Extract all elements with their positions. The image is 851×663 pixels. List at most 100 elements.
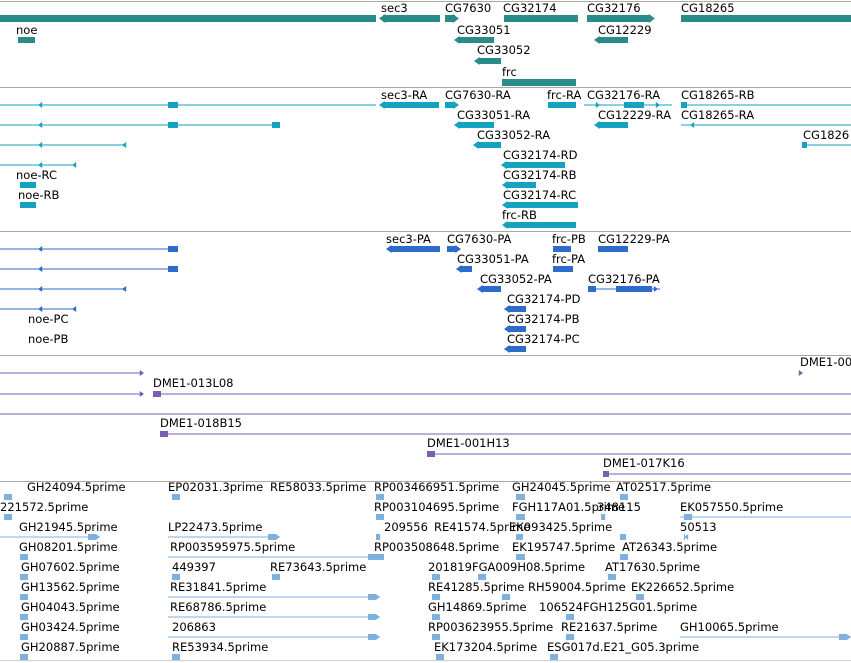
feature-block[interactable] xyxy=(506,222,576,228)
transcripts-feature-label[interactable]: CG33051-RA xyxy=(457,108,531,122)
genes-feature-label[interactable]: CG33051 xyxy=(457,23,511,37)
feature-block[interactable] xyxy=(516,494,525,500)
clones-feature-label[interactable]: DME1-018B15 xyxy=(160,416,242,430)
transcripts-feature-label[interactable]: CG32174-RC xyxy=(503,188,577,202)
ests-feature-label[interactable]: GH14869.5prime xyxy=(428,600,527,614)
proteins-feature-label[interactable]: CG33051-PA xyxy=(457,252,529,266)
ests-feature-label[interactable]: FGH117A01.5prime xyxy=(512,500,626,514)
transcripts-feature-label[interactable]: CG18265-RA xyxy=(681,108,755,122)
feature-block[interactable] xyxy=(588,286,596,292)
feature-block[interactable] xyxy=(88,534,96,540)
feature-block[interactable] xyxy=(681,102,687,108)
feature-block[interactable] xyxy=(624,102,644,108)
feature-block[interactable] xyxy=(598,246,628,252)
ests-feature-label[interactable]: RP003595975.5prime xyxy=(170,540,296,554)
transcripts-feature-label[interactable]: CG7630-RA xyxy=(445,88,511,102)
transcripts-feature-label[interactable]: CG32174-RD xyxy=(503,148,578,162)
proteins-feature-label[interactable]: CG32176-PA xyxy=(588,272,660,286)
feature-block[interactable] xyxy=(18,37,35,43)
feature-block[interactable] xyxy=(598,122,628,128)
ests-feature-label[interactable]: GH08201.5prime xyxy=(19,540,118,554)
feature-block[interactable] xyxy=(447,246,457,252)
ests-feature-label[interactable]: LP22473.5prime xyxy=(168,520,263,534)
feature-block[interactable] xyxy=(505,162,565,168)
genes-feature-label[interactable]: CG18265 xyxy=(681,1,735,15)
feature-block[interactable] xyxy=(553,266,573,272)
feature-block[interactable] xyxy=(368,594,376,600)
feature-block[interactable] xyxy=(368,614,376,620)
ests-feature-label[interactable]: GH04043.5prime xyxy=(21,600,120,614)
ests-feature-label[interactable]: AT02517.5prime xyxy=(616,480,712,494)
feature-block[interactable] xyxy=(0,15,376,22)
ests-feature-label[interactable]: GH21945.5prime xyxy=(19,520,118,534)
feature-block[interactable] xyxy=(268,534,276,540)
genes-feature-label[interactable]: CG33052 xyxy=(477,43,531,57)
ests-feature-label[interactable]: GH13562.5prime xyxy=(21,580,120,594)
feature-block[interactable] xyxy=(460,266,472,272)
feature-block[interactable] xyxy=(272,122,280,128)
feature-block[interactable] xyxy=(598,37,628,43)
genes-feature-label[interactable]: CG12229 xyxy=(598,23,652,37)
feature-block[interactable] xyxy=(681,15,851,22)
genes-feature-label[interactable]: CG32174 xyxy=(503,1,557,15)
feature-block[interactable] xyxy=(445,15,455,22)
genes-feature-label[interactable]: frc xyxy=(502,65,517,79)
feature-block[interactable] xyxy=(477,142,501,148)
proteins-feature-label[interactable]: CG32174-PB xyxy=(507,312,580,326)
ests-feature-label[interactable]: EK173204.5prime xyxy=(434,640,538,654)
ests-feature-label[interactable]: 201819 xyxy=(428,560,472,574)
proteins-feature-label[interactable]: CG33052-PA xyxy=(480,272,552,286)
transcripts-feature-label[interactable]: CG32174-RB xyxy=(503,168,577,182)
proteins-feature-label[interactable]: noe-PB xyxy=(28,332,69,346)
genes-feature-label[interactable]: sec3 xyxy=(381,1,408,15)
ests-feature-label[interactable]: AT26343.5prime xyxy=(622,540,718,554)
ests-feature-label[interactable]: ESG017d.E21_G05.3prime xyxy=(547,640,700,654)
feature-block[interactable] xyxy=(168,266,178,272)
proteins-feature-label[interactable]: frc-PA xyxy=(552,252,586,266)
feature-block[interactable] xyxy=(368,634,376,640)
feature-block[interactable] xyxy=(20,202,36,208)
ests-feature-label[interactable]: EK226652.5prime xyxy=(631,580,735,594)
ests-feature-label[interactable]: 206863 xyxy=(172,620,216,634)
ests-feature-label[interactable]: 221572.5prime xyxy=(0,500,89,514)
ests-feature-label[interactable]: GH24045.5prime xyxy=(512,480,611,494)
feature-block[interactable] xyxy=(508,346,526,352)
feature-block[interactable] xyxy=(508,326,526,332)
ests-feature-label[interactable]: 449397 xyxy=(172,560,216,574)
feature-block[interactable] xyxy=(616,286,652,292)
proteins-feature-label[interactable]: frc-PB xyxy=(552,232,586,246)
feature-block[interactable] xyxy=(553,246,571,252)
clones-feature-label[interactable]: DME1-013L08 xyxy=(153,376,234,390)
ests-feature-label[interactable]: RE53934.5prime xyxy=(172,640,269,654)
ests-feature-label[interactable]: RP003466951.5prime xyxy=(374,480,500,494)
transcripts-feature-label[interactable]: CG33052-RA xyxy=(477,128,551,142)
ests-feature-label[interactable]: RH59004.5prime xyxy=(528,580,626,594)
ests-feature-label[interactable]: RE41574.5prime xyxy=(434,520,531,534)
ests-feature-label[interactable]: RE73643.5prime xyxy=(270,560,367,574)
feature-block[interactable] xyxy=(368,554,376,560)
ests-feature-label[interactable]: GH03424.5prime xyxy=(21,620,120,634)
feature-block[interactable] xyxy=(508,306,526,312)
transcripts-feature-label[interactable]: CG1826 xyxy=(803,128,850,142)
proteins-feature-label[interactable]: sec3-PA xyxy=(386,232,431,246)
feature-block[interactable] xyxy=(603,471,609,477)
ests-feature-label[interactable]: GH10065.5prime xyxy=(680,620,779,634)
clones-feature-label[interactable]: DME1-001H13 xyxy=(427,436,510,450)
clones-feature-label[interactable]: DME1-017K16 xyxy=(603,456,685,470)
feature-block[interactable] xyxy=(168,122,178,128)
feature-block[interactable] xyxy=(445,102,455,108)
feature-block[interactable] xyxy=(587,15,651,22)
transcripts-feature-label[interactable]: CG32176-RA xyxy=(587,88,661,102)
ests-feature-label[interactable]: EP02031.3prime xyxy=(168,480,264,494)
transcripts-feature-label[interactable]: frc-RA xyxy=(547,88,582,102)
proteins-feature-label[interactable]: CG32174-PD xyxy=(507,292,581,306)
ests-feature-label[interactable]: RP003104695.5prime xyxy=(374,500,500,514)
clones-feature-label[interactable]: DME1-00 xyxy=(800,355,851,369)
feature-block[interactable] xyxy=(383,102,439,108)
ests-feature-label[interactable]: GH20887.5prime xyxy=(21,640,120,654)
feature-block[interactable] xyxy=(20,182,36,188)
ests-feature-label[interactable]: RE68786.5prime xyxy=(170,600,267,614)
feature-block[interactable] xyxy=(548,102,576,108)
ests-feature-label[interactable]: FGA009H08.5prime xyxy=(472,560,586,574)
feature-block[interactable] xyxy=(502,79,576,86)
